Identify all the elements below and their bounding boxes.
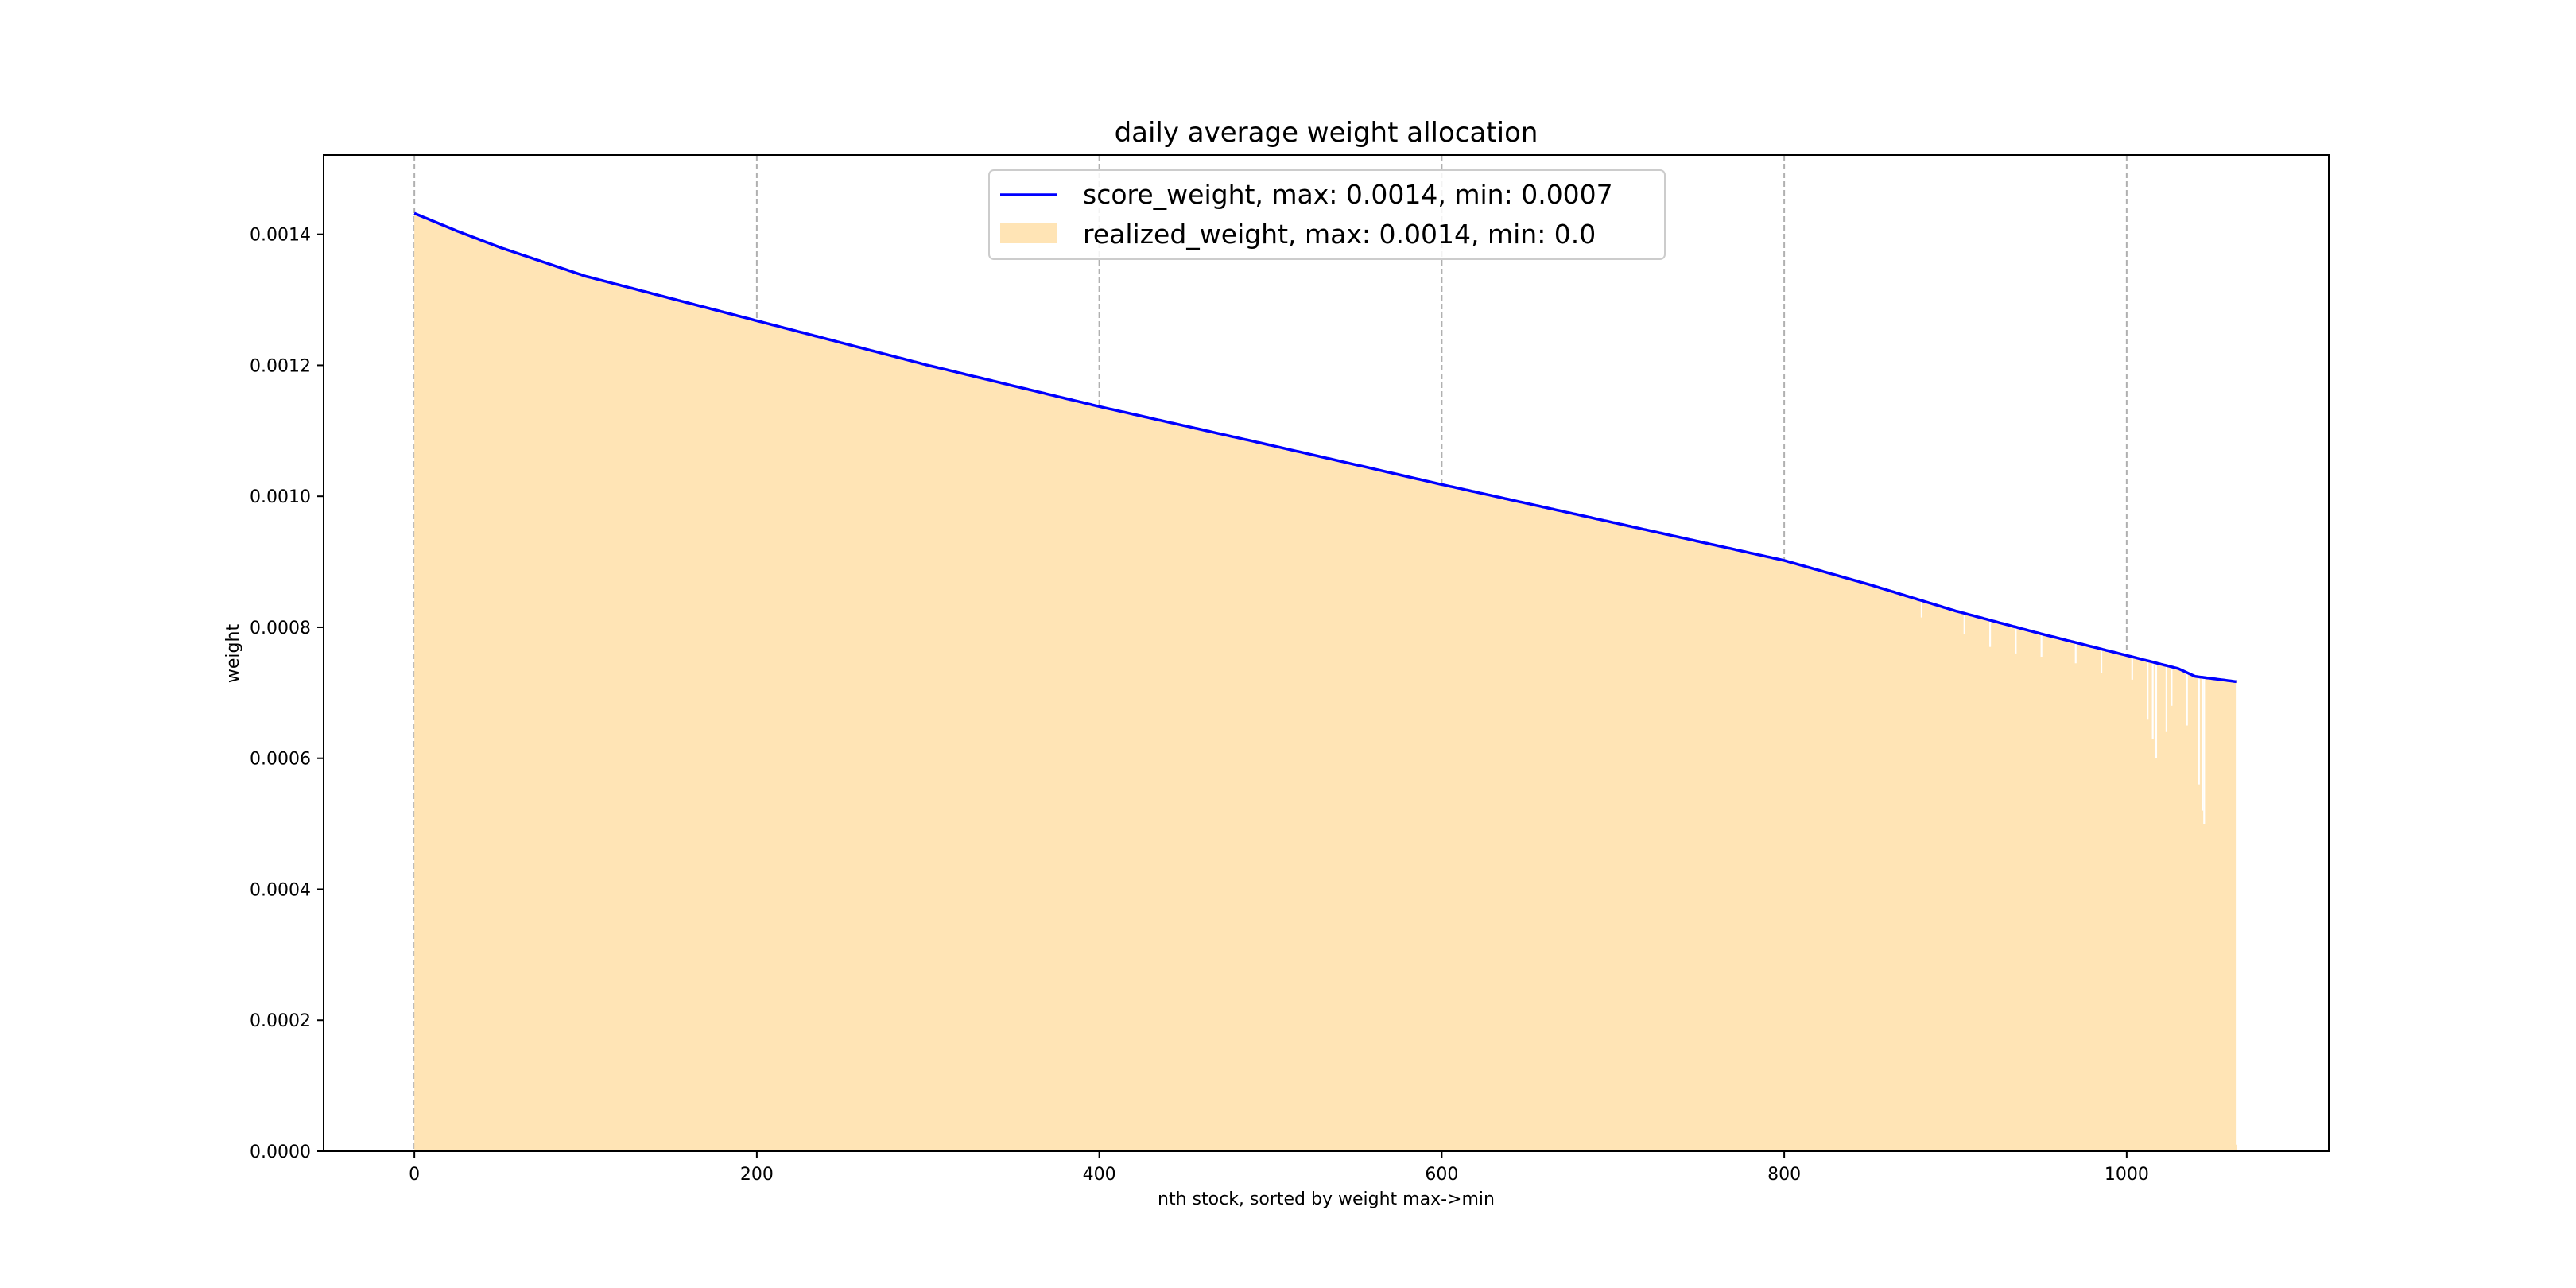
x-axis-label: nth stock, sorted by weight max->min — [1158, 1189, 1495, 1209]
y-tick-label: 0.0002 — [250, 1011, 311, 1031]
y-axis: 0.0000 0.0002 0.0004 0.0006 0.0008 0.0010 0.00… — [250, 226, 324, 1162]
realized-weight-dip — [2203, 679, 2206, 824]
y-tick-label: 0.0000 — [250, 1143, 311, 1162]
realized-weight-dip — [2155, 664, 2158, 758]
realized-weight-dip — [2147, 661, 2149, 720]
legend-label-score-weight: score_weight, max: 0.0014, min: 0.0007 — [1083, 179, 1613, 210]
realized-weight-dip — [2171, 668, 2173, 706]
chart-title: daily average weight allocation — [1115, 117, 1538, 149]
score-weight-line — [413, 211, 2237, 684]
realized-weight-dip — [2040, 635, 2043, 658]
x-axis: 0 200 400 600 800 1000 — [409, 1151, 2149, 1185]
legend: score_weight, max: 0.0014, min: 0.0007 r… — [988, 169, 1666, 260]
y-tick-label: 0.0006 — [250, 750, 311, 770]
realized-weight-dip — [2202, 678, 2204, 811]
realized-weight-dip — [2198, 678, 2200, 785]
x-tick-label: 400 — [1083, 1165, 1116, 1185]
axes-frame — [323, 154, 2330, 1152]
realized-weight-dip — [2100, 650, 2103, 673]
x-tick-label: 1000 — [2105, 1165, 2149, 1185]
legend-box — [988, 169, 1666, 260]
realized-weight-dip — [2015, 628, 2017, 654]
realized-weight-dip — [2236, 683, 2238, 1145]
realized-weight-area — [414, 213, 2237, 1151]
realized-weight-dip — [1963, 615, 1965, 634]
realized-weight-dip — [2165, 667, 2167, 732]
realized-weight-dip — [1920, 602, 1922, 618]
x-tick-label: 0 — [409, 1165, 420, 1185]
realized-weight-dip — [2074, 644, 2077, 664]
x-tick-label: 200 — [740, 1165, 774, 1185]
realized-weight-dips — [1920, 602, 2238, 1145]
y-tick-label: 0.0012 — [250, 356, 311, 376]
y-tick-label: 0.0010 — [250, 487, 311, 507]
realized-weight-dip — [2186, 673, 2188, 726]
y-tick-label: 0.0008 — [250, 619, 311, 638]
realized-weight-dip — [1988, 621, 1992, 647]
realized-weight-dip — [2131, 658, 2133, 680]
legend-fill-swatch — [1000, 223, 1057, 243]
x-tick-label: 600 — [1425, 1165, 1458, 1185]
realized-weight-dip — [2151, 663, 2154, 739]
x-tick-label: 800 — [1767, 1165, 1801, 1185]
y-tick-label: 0.0004 — [250, 880, 311, 900]
legend-label-realized-weight: realized_weight, max: 0.0014, min: 0.0 — [1083, 219, 1596, 250]
y-axis-label: weight — [223, 624, 243, 684]
y-tick-label: 0.0014 — [250, 226, 311, 246]
